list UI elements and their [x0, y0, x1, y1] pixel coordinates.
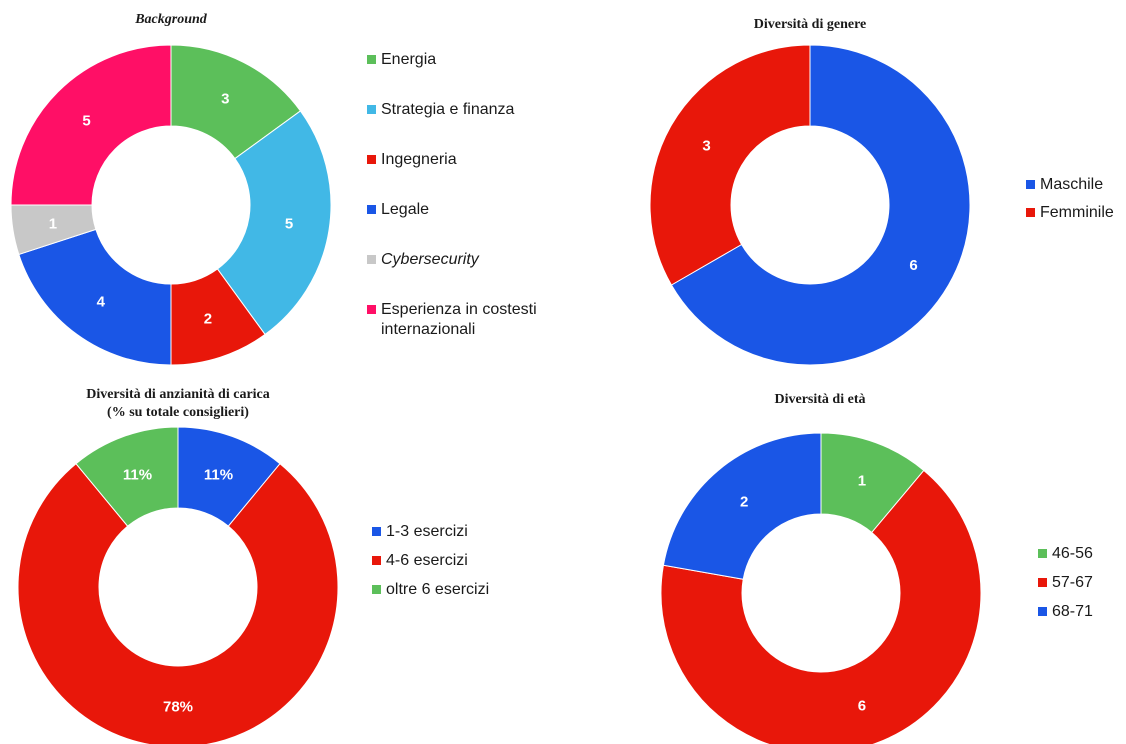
legend-swatch: [372, 556, 381, 565]
data-label: 6: [858, 697, 866, 714]
legend-item: 68-71: [1038, 602, 1093, 622]
data-label: 5: [82, 113, 90, 130]
chart-title-line-1: Diversità di anzianità di carica: [86, 387, 270, 402]
legend-item: Cybersecurity: [367, 250, 479, 270]
legend-swatch: [367, 105, 376, 114]
donut-slice: [18, 228, 172, 366]
data-label: 6: [909, 257, 917, 274]
legend-item: 4-6 esercizi: [372, 551, 468, 571]
legend-swatch: [367, 205, 376, 214]
legend-label: Cybersecurity: [381, 251, 479, 268]
legend-label: Femminile: [1040, 204, 1114, 221]
legend-label: 57-67: [1052, 574, 1093, 591]
legend-item: Femminile: [1026, 203, 1114, 223]
legend-item: Maschile: [1026, 175, 1103, 195]
legend-swatch: [367, 255, 376, 264]
legend-swatch: [1038, 578, 1047, 587]
data-label: 1: [49, 216, 57, 233]
legend-item: Energia: [367, 50, 436, 70]
data-label: 3: [221, 91, 229, 108]
data-label: 2: [204, 311, 212, 328]
legend-item: 57-67: [1038, 573, 1093, 593]
donut-slice: [75, 426, 179, 527]
legend-swatch: [367, 155, 376, 164]
legend-label: Legale: [381, 201, 430, 218]
data-label: 4: [97, 294, 106, 311]
data-label: 11%: [204, 467, 233, 484]
legend-label: Strategia e finanza: [381, 101, 515, 118]
data-label: 3: [702, 137, 710, 154]
legend-item: Strategia e finanza: [367, 100, 514, 120]
chart-title: Diversità di anzianità di carica (% su t…: [38, 386, 318, 422]
legend-item: Ingegneria: [367, 150, 457, 170]
legend-swatch: [372, 527, 381, 536]
legend-label: oltre 6 esercizi: [386, 581, 490, 598]
legend-swatch: [372, 585, 381, 594]
donut-slice: [660, 469, 982, 744]
legend-swatch: [1026, 208, 1035, 217]
legend-item: oltre 6 esercizi: [372, 580, 489, 600]
legend-swatch: [1038, 607, 1047, 616]
data-label: 1: [858, 473, 866, 490]
donut-slice: [10, 44, 172, 206]
donut-slice: [662, 432, 822, 580]
donut-slice: [216, 110, 332, 336]
chart-title: Diversità di genere: [753, 17, 867, 32]
legend-label: 4-6 esercizi: [386, 552, 468, 569]
data-label: 5: [285, 216, 293, 233]
legend-label: 46-56: [1052, 545, 1093, 562]
legend-label: Ingegneria: [381, 151, 457, 168]
donut-slice: [649, 44, 811, 286]
legend-item: Esperienza in costesti internazionali: [367, 300, 581, 340]
legend-label: Energia: [381, 51, 437, 68]
donut-slice: [17, 463, 339, 744]
legend-label: 1-3 esercizi: [386, 523, 468, 540]
donut-slice: [670, 44, 971, 366]
chart-title-line-2: (% su totale consiglieri): [107, 405, 249, 420]
legend-swatch: [1038, 549, 1047, 558]
data-label: 2: [740, 493, 748, 510]
legend-item: Legale: [367, 200, 429, 220]
legend-item: 46-56: [1038, 544, 1093, 564]
legend-swatch: [367, 55, 376, 64]
legend-label: 68-71: [1052, 603, 1093, 620]
chart-title: Background: [135, 12, 207, 27]
data-label: 11%: [123, 467, 152, 484]
legend-label: Maschile: [1040, 176, 1104, 193]
legend-swatch: [1026, 180, 1035, 189]
legend-label: Esperienza in costesti internazionali: [381, 301, 537, 338]
legend-item: 1-3 esercizi: [372, 522, 468, 542]
chart-title: Diversità di età: [774, 392, 866, 407]
legend-swatch: [367, 305, 376, 314]
data-label: 78%: [163, 699, 193, 716]
